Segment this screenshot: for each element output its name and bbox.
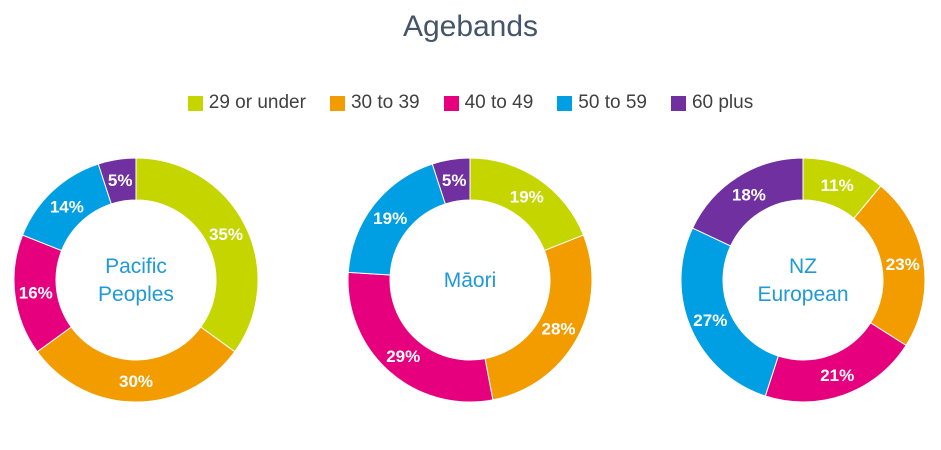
legend-item: 40 to 49 [443, 92, 534, 114]
legend-swatch [557, 95, 573, 111]
legend: 29 or under 30 to 39 40 to 49 50 to 59 60 pl… [0, 92, 941, 114]
slice-value-label: 27% [693, 311, 727, 330]
slice-value-label: 23% [886, 255, 920, 274]
legend-label: 60 plus [691, 92, 754, 113]
donut-center-label: Pacific [105, 255, 167, 278]
donut-slice [764, 322, 907, 403]
donut-slice [691, 157, 804, 247]
donut-chart: 19% 28% 29% 19% 5% Māori [347, 157, 593, 403]
legend-label: 30 to 39 [350, 92, 420, 113]
slice-value-label: 16% [19, 284, 53, 303]
donut-chart: 11% 23% 21% 27% 18% NZ European [680, 157, 926, 403]
slice-value-label: 18% [732, 186, 766, 205]
slice-value-label: 29% [386, 347, 420, 366]
donut-slice [135, 157, 259, 353]
slice-value-label: 30% [119, 372, 153, 391]
legend-label: 40 to 49 [464, 92, 534, 113]
slice-value-label: 19% [510, 187, 544, 206]
slice-value-label: 21% [820, 366, 854, 385]
donut-slice [484, 234, 593, 401]
slice-value-label: 19% [373, 209, 407, 228]
legend-swatch [670, 95, 686, 111]
legend-label: 50 to 59 [578, 92, 647, 113]
donut-slice [347, 271, 494, 403]
legend-swatch [187, 95, 203, 111]
legend-item: 50 to 59 [557, 92, 647, 114]
slice-value-label: 5% [108, 171, 133, 190]
slice-value-label: 14% [50, 197, 84, 216]
legend-item: 30 to 39 [329, 92, 420, 114]
slice-value-label: 11% [821, 176, 854, 195]
donut-slice [97, 157, 137, 205]
slice-value-label: 28% [541, 320, 575, 339]
legend-item: 60 plus [670, 92, 754, 114]
donut-center-label: Peoples [98, 283, 174, 306]
chart-title: Agebands [402, 10, 539, 43]
slice-value-label: 35% [209, 225, 243, 244]
donut-center-label: European [757, 283, 848, 306]
donut-center-label: Māori [444, 269, 497, 292]
donut-slice [431, 157, 471, 205]
legend-swatch [329, 95, 345, 111]
donut-chart: 35% 30% 16% 14% 5% Pacific Peoples [13, 157, 259, 403]
legend-item: 29 or under [187, 92, 306, 114]
slice-value-label: 5% [442, 171, 467, 190]
legend-label: 29 or under [208, 92, 306, 113]
legend-swatch [443, 95, 459, 111]
donut-center-label: NZ [789, 255, 817, 278]
